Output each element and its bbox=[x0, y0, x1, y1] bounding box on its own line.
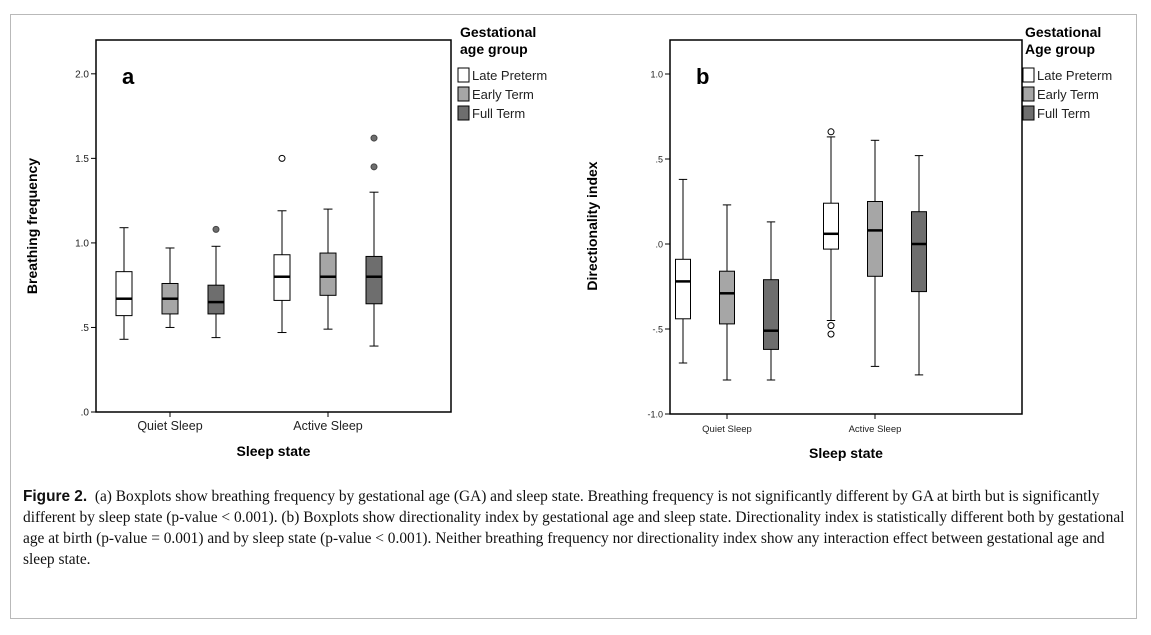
box-full-term bbox=[207, 284, 225, 315]
box-full-term bbox=[911, 211, 927, 293]
y-tick-label: 1.0 bbox=[650, 70, 663, 80]
legend-swatch-full-term bbox=[1022, 105, 1035, 121]
y-tick-label: .5 bbox=[81, 323, 90, 334]
legend-swatch-full-term bbox=[457, 105, 470, 121]
outlier-point bbox=[827, 322, 835, 330]
box-early-term bbox=[719, 270, 735, 325]
legend-title-line-2: age group bbox=[460, 41, 528, 57]
box-late-preterm bbox=[115, 271, 133, 317]
legend-title-line-1: Gestational bbox=[1025, 24, 1101, 40]
figure-frame bbox=[10, 14, 1137, 619]
legend-swatch-early-term bbox=[457, 86, 470, 102]
box-full-term bbox=[365, 255, 383, 305]
legend-entry-label: Late Preterm bbox=[1037, 68, 1112, 83]
panel-label-a: a bbox=[122, 64, 135, 89]
legend-entry-label: Early Term bbox=[1037, 87, 1099, 102]
x-tick-label: Quiet Sleep bbox=[702, 424, 752, 435]
y-tick-label: .0 bbox=[81, 408, 90, 419]
x-axis-label: Sleep state bbox=[237, 443, 311, 459]
legend-entry-label: Full Term bbox=[472, 106, 525, 121]
box-early-term bbox=[319, 252, 337, 296]
outlier-point bbox=[370, 163, 378, 171]
y-tick-label: -.5 bbox=[652, 325, 663, 335]
x-tick-label: Quiet Sleep bbox=[137, 419, 202, 433]
legend-swatch-early-term bbox=[1022, 86, 1035, 102]
caption-text: (a) Boxplots show breathing frequency by… bbox=[23, 488, 1125, 568]
y-tick-label: .0 bbox=[655, 240, 663, 250]
legend-swatch-late-preterm bbox=[457, 67, 470, 83]
plot-area-b bbox=[669, 39, 1023, 415]
chart-panel-a: .0 .5 1.0 1.5 2.0 Quiet Sleep Active Sleep Slee… bbox=[24, 24, 547, 459]
legend-title-line-1: Gestational bbox=[460, 24, 536, 40]
y-tick-label: 1.0 bbox=[75, 238, 89, 249]
y-tick-label: 1.5 bbox=[75, 154, 89, 165]
panel-label-b: b bbox=[696, 64, 709, 89]
legend-swatch-late-preterm bbox=[1022, 67, 1035, 83]
y-axis-label: Directionality index bbox=[584, 161, 600, 290]
chart-panel-b: -1.0 -.5 .0 .5 1.0 Quiet Sleep Active Sleep Sle… bbox=[584, 24, 1112, 461]
x-axis-label: Sleep state bbox=[809, 445, 883, 461]
y-axis-label: Breathing frequency bbox=[24, 158, 40, 294]
outlier-point bbox=[827, 330, 835, 338]
box-full-term bbox=[763, 279, 779, 350]
box-late-preterm bbox=[675, 258, 691, 320]
caption-label: Figure 2. bbox=[23, 488, 88, 505]
figure-caption: Figure 2. (a) Boxplots show breathing fr… bbox=[23, 486, 1128, 570]
legend-entry-label: Early Term bbox=[472, 87, 534, 102]
y-tick-label: -1.0 bbox=[647, 410, 663, 420]
outlier-point bbox=[212, 225, 220, 233]
plot-area-a bbox=[95, 39, 452, 413]
outlier-point bbox=[827, 128, 835, 136]
outlier-point bbox=[370, 134, 378, 142]
x-tick-label: Active Sleep bbox=[293, 419, 363, 433]
box-late-preterm bbox=[823, 202, 839, 250]
y-tick-label: 2.0 bbox=[75, 69, 89, 80]
legend-entry-label: Late Preterm bbox=[472, 68, 547, 83]
outlier-point bbox=[278, 154, 286, 162]
legend-entry-label: Full Term bbox=[1037, 106, 1090, 121]
box-early-term bbox=[867, 201, 883, 277]
y-tick-label: .5 bbox=[655, 155, 663, 165]
x-tick-label: Active Sleep bbox=[849, 424, 902, 435]
legend-title-line-2: Age group bbox=[1025, 41, 1095, 57]
